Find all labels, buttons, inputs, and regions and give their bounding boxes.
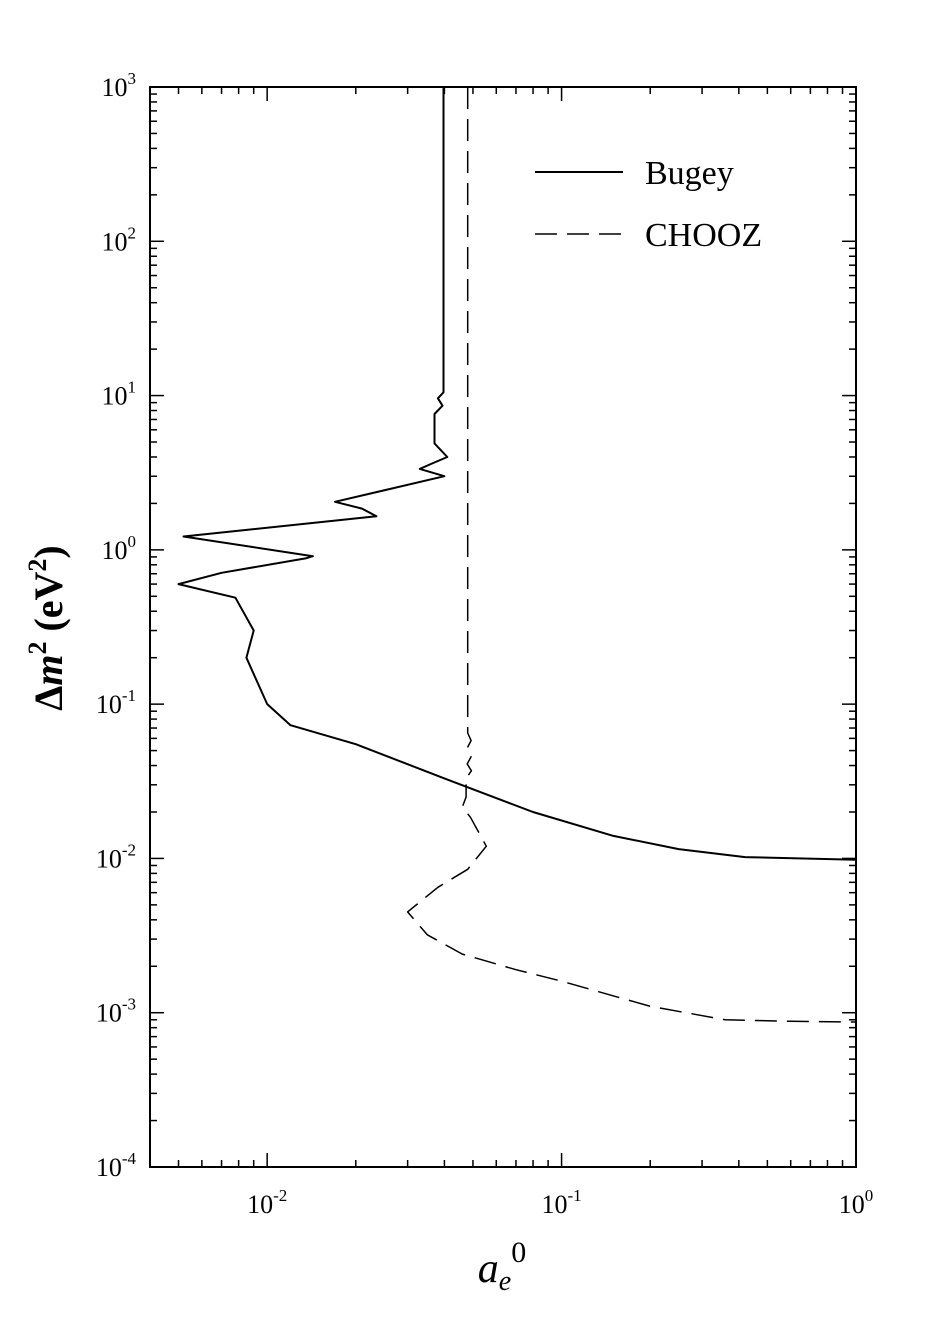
series-chooz [406,87,857,1023]
axis-ticks [149,87,856,1168]
y-tick-label: 10-4 [96,1149,137,1182]
y-axis-title-delta: Δ [26,686,71,711]
y-axis-title-main: m [26,655,71,686]
x-axis-title-sub: e [499,1266,511,1297]
legend-label-bugey: Bugey [645,155,734,192]
series-layer [177,87,857,1023]
y-tick-label: 103 [102,69,137,102]
y-tick-label: 10-2 [96,840,136,873]
x-axis-title: ae0 [478,1236,526,1297]
legend-label-chooz: CHOOZ [645,217,762,254]
y-tick-label: 10-1 [96,686,136,719]
y-tick-label: 101 [102,378,137,411]
plot-frame [149,86,857,1168]
x-tick-label: 10-2 [247,1186,287,1219]
y-axis-title-sup1: 2 [23,642,52,655]
y-tick-label: 100 [102,532,137,565]
y-axis-title-unit-close: ) [26,545,71,558]
x-axis-title-main: a [478,1246,499,1292]
y-axis-title-unit-open: (eV [26,571,71,641]
y-axis-title: Δm2 (eV2) [23,545,71,711]
tick-labels: 10-4 10-3 10-2 10-1 100 101 102 103 10-2 10-1 100 [96,69,873,1219]
y-axis-title-sup2: 2 [23,559,52,572]
x-tick-label: 10-1 [541,1186,581,1219]
y-tick-label: 10-3 [96,995,136,1028]
legend: Bugey CHOOZ [535,155,762,254]
series-bugey [177,87,857,861]
x-axis-title-sup: 0 [511,1236,526,1269]
y-tick-label: 102 [102,223,137,256]
x-tick-label: 100 [839,1186,874,1219]
